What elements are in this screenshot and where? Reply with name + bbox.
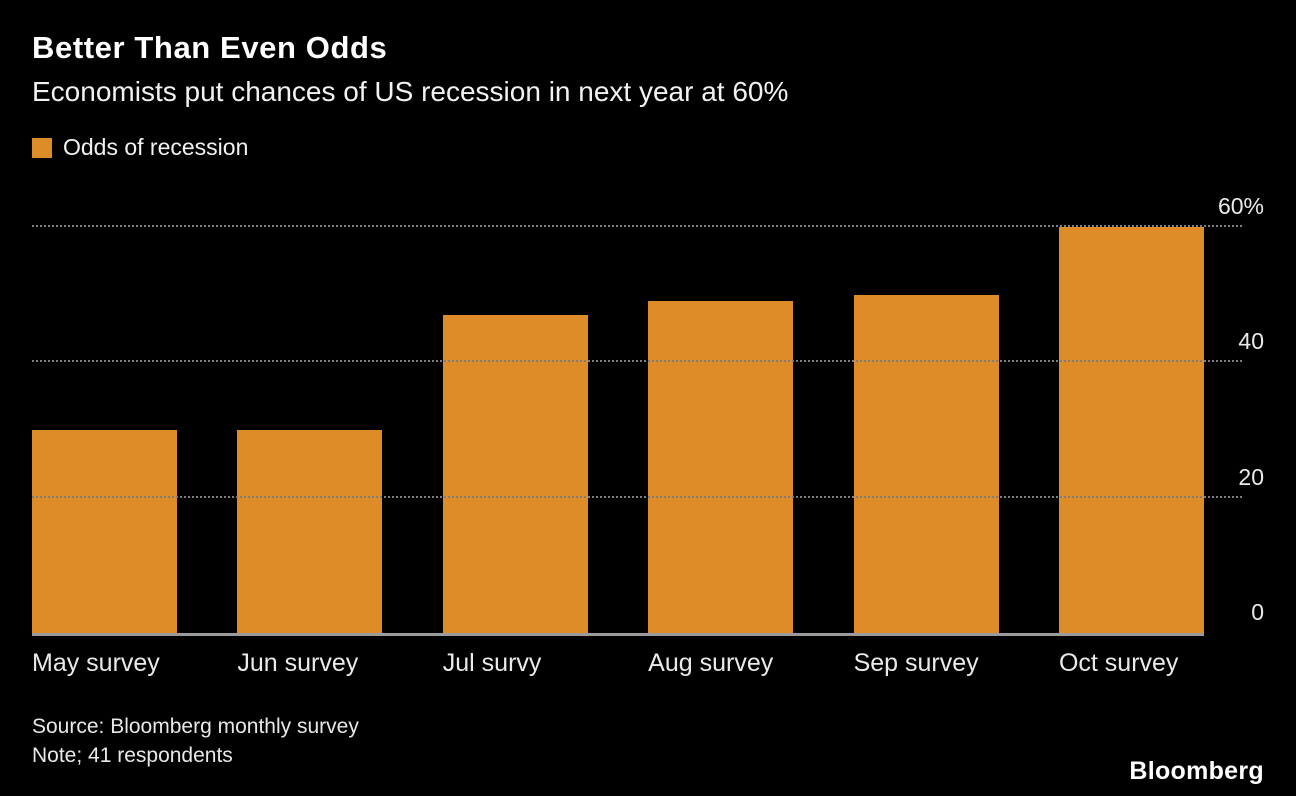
gridline-60 xyxy=(32,224,1242,227)
chart-header: Better Than Even Odds Economists put cha… xyxy=(0,0,1296,108)
x-axis-baseline xyxy=(32,633,1204,636)
bar-cell-sep: Sep survey xyxy=(853,193,999,677)
chart-subtitle: Economists put chances of US recession i… xyxy=(32,76,789,107)
bar-aug xyxy=(648,301,794,633)
bar-cell-jul: Jul survy xyxy=(442,193,588,677)
bar-jun xyxy=(237,429,383,633)
bar-cell-jun: Jun survey xyxy=(237,193,383,677)
bar-cell-oct: Oct survey xyxy=(1058,193,1204,677)
x-axis-label-aug: Aug survey xyxy=(648,649,774,677)
bar-sep xyxy=(853,294,999,633)
y-tick-label-20: 20 xyxy=(1238,463,1264,490)
gridline-20 xyxy=(32,495,1242,498)
x-axis-label-may: May survey xyxy=(32,649,160,677)
bar-cell-aug: Aug survey xyxy=(648,193,794,677)
chart-title: Better Than Even Odds xyxy=(32,30,388,65)
bar-cell-may: May survey xyxy=(32,193,177,677)
x-axis-label-jun: Jun survey xyxy=(237,649,359,677)
x-axis-label-sep: Sep survey xyxy=(853,649,979,677)
y-tick-label-0: 0 xyxy=(1251,599,1264,625)
x-axis-label-oct: Oct survey xyxy=(1058,649,1179,677)
x-axis-label-jul: Jul survy xyxy=(442,649,542,677)
gridline-40 xyxy=(32,360,1242,363)
y-tick-label-40: 40 xyxy=(1238,328,1264,355)
note-text: Note; 41 respondents xyxy=(32,743,233,767)
bar-chart-plot: May survey Jun survey Jul survy Aug survey S… xyxy=(32,192,1264,677)
source-text: Source: Bloomberg monthly survey xyxy=(32,715,359,738)
bars-row: May survey Jun survey Jul survy Aug survey S… xyxy=(32,193,1204,677)
legend-swatch xyxy=(32,137,52,158)
legend-label: Odds of recession xyxy=(63,134,249,160)
chart-footer: Source: Bloomberg monthly survey Note; 4… xyxy=(32,713,1264,771)
y-tick-label-60: 60% xyxy=(1217,192,1264,219)
bar-oct xyxy=(1058,226,1204,633)
bar-jul xyxy=(442,314,588,633)
bar-may xyxy=(32,429,177,633)
bloomberg-logo: Bloomberg xyxy=(1129,757,1264,785)
chart-legend: Odds of recession xyxy=(32,134,1264,161)
